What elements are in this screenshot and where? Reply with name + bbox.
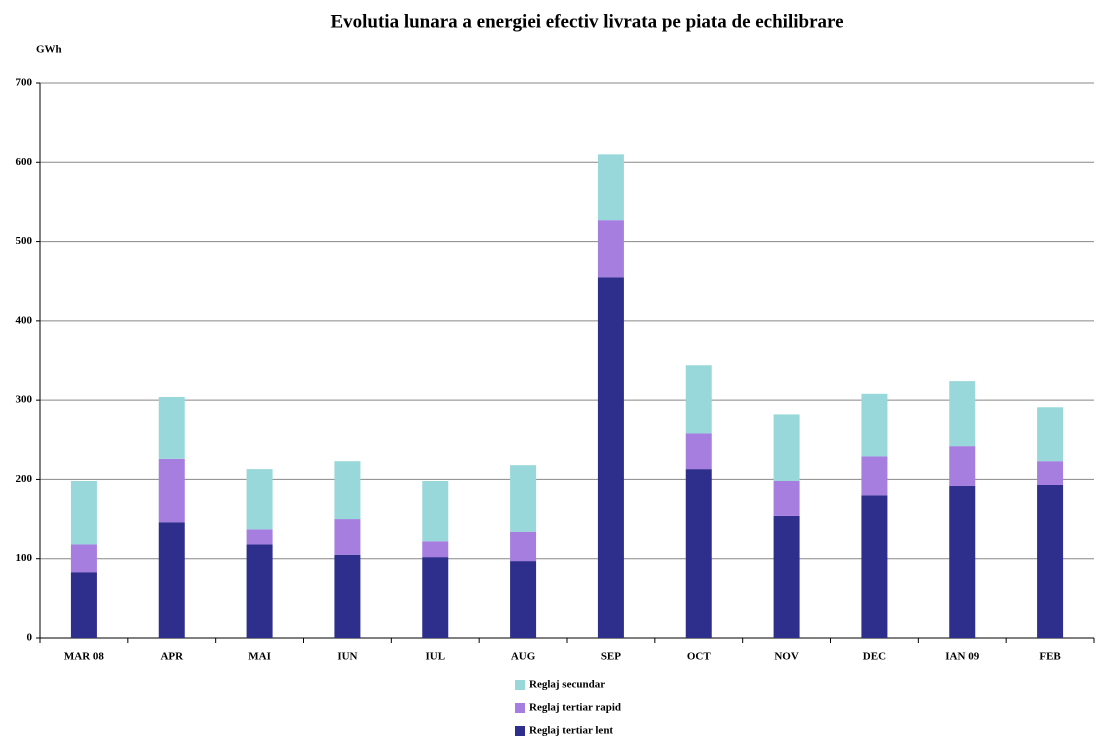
y-tick-label: 700 — [16, 77, 33, 89]
x-tick-label: IUL — [425, 651, 445, 663]
chart-title: Evolutia lunara a energiei efectiv livra… — [330, 11, 843, 32]
x-tick-label: NOV — [774, 651, 799, 663]
y-tick-label: 600 — [16, 156, 33, 168]
x-tick-label: DEC — [863, 651, 886, 663]
bar-segment — [422, 557, 449, 638]
bar-segment — [861, 393, 888, 457]
bar-segment — [334, 554, 361, 638]
bar-segment — [1037, 484, 1064, 638]
x-tick-label: IUN — [337, 651, 357, 663]
bar-segment — [70, 481, 97, 545]
bar-segment — [685, 433, 712, 470]
bar-segment — [773, 515, 800, 638]
y-axis-label: GWh — [36, 44, 62, 56]
x-tick-label: MAR 08 — [64, 651, 105, 663]
x-tick-label: FEB — [1039, 651, 1061, 663]
bar-segment — [861, 456, 888, 496]
bar-segment — [949, 446, 976, 486]
x-tick-label: APR — [160, 651, 184, 663]
legend-swatch — [515, 726, 525, 736]
x-tick-label: AUG — [511, 651, 536, 663]
bar-segment — [773, 481, 800, 516]
bar-segment — [246, 544, 273, 638]
bar-segment — [158, 458, 185, 523]
y-tick-label: 200 — [16, 473, 33, 485]
y-tick-label: 500 — [16, 235, 33, 247]
bar-segment — [1037, 407, 1064, 462]
bar-segment — [246, 529, 273, 545]
bar-segment — [158, 522, 185, 638]
bar-segment — [334, 519, 361, 555]
legend-swatch — [515, 680, 525, 690]
bar-segment — [70, 544, 97, 573]
y-tick-label: 0 — [27, 632, 33, 644]
x-tick-label: MAI — [248, 651, 271, 663]
bar-segment — [597, 220, 624, 278]
x-tick-label: SEP — [601, 651, 621, 663]
bar-segment — [422, 541, 449, 558]
legend-label: Reglaj tertiar lent — [529, 725, 613, 737]
legend-label: Reglaj tertiar rapid — [529, 702, 621, 714]
bar-segment — [158, 396, 185, 459]
bar-segment — [597, 154, 624, 221]
bar-segment — [949, 485, 976, 638]
bar-segment — [70, 572, 97, 638]
bar-segment — [773, 414, 800, 482]
bar-segment — [510, 465, 537, 532]
bar-segment — [510, 561, 537, 638]
bar-segment — [334, 461, 361, 520]
bar-segment — [861, 495, 888, 638]
bar-segment — [422, 481, 449, 542]
bar-segment — [1037, 461, 1064, 485]
bar-segment — [510, 531, 537, 562]
legend-swatch — [515, 703, 525, 713]
bar-segment — [246, 469, 273, 530]
legend-label: Reglaj secundar — [529, 679, 605, 691]
y-tick-label: 100 — [16, 552, 33, 564]
bar-segment — [685, 365, 712, 434]
x-tick-label: OCT — [687, 651, 712, 663]
bar-segment — [949, 381, 976, 447]
y-tick-label: 300 — [16, 394, 33, 406]
x-tick-label: IAN 09 — [945, 651, 979, 663]
y-tick-label: 400 — [16, 314, 33, 326]
bar-segment — [685, 469, 712, 638]
bar-segment — [597, 277, 624, 638]
